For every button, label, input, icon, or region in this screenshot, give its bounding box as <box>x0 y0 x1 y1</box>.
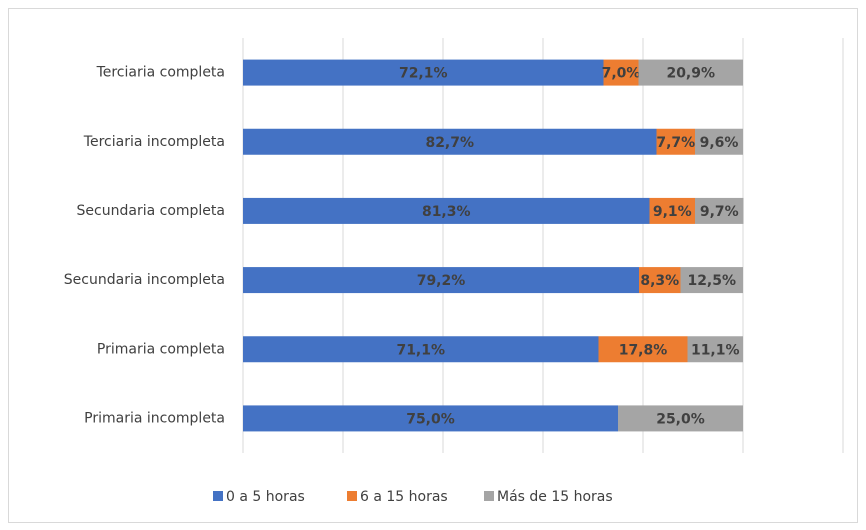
y-tick-label: Terciaria incompleta <box>83 134 225 150</box>
bar-segment <box>695 197 744 224</box>
legend-swatch <box>484 491 494 501</box>
legend-label: 6 a 15 horas <box>360 489 448 505</box>
legend-swatch <box>347 491 357 501</box>
data-label: 71,1% <box>396 342 445 358</box>
data-label: 7,7% <box>656 135 695 151</box>
data-label: 79,2% <box>417 273 466 289</box>
bar-segment <box>687 336 743 363</box>
data-label: 17,8% <box>619 342 668 358</box>
data-label: 12,5% <box>687 273 736 289</box>
bar-segment <box>603 59 639 86</box>
data-label: 11,1% <box>691 342 740 358</box>
data-label: 9,1% <box>653 204 692 220</box>
bar-segment <box>243 336 599 363</box>
chart-border <box>8 8 858 523</box>
y-tick-label: Primaria completa <box>97 341 225 357</box>
bar-segment <box>243 267 639 294</box>
bar-segment <box>656 128 695 155</box>
bar-segment <box>649 197 695 224</box>
bar-segment <box>243 405 618 432</box>
bar-segment <box>243 197 650 224</box>
legend-swatch <box>213 491 223 501</box>
bar-segment <box>695 128 743 155</box>
y-tick-label: Terciaria completa <box>96 65 225 81</box>
data-label: 9,7% <box>700 204 739 220</box>
y-tick-label: Secundaria completa <box>77 203 225 219</box>
data-label: 82,7% <box>425 135 474 151</box>
bar-segment <box>243 59 604 86</box>
bar-segment <box>243 128 657 155</box>
legend-label: 0 a 5 horas <box>226 489 305 505</box>
y-tick-label: Secundaria incompleta <box>64 272 225 288</box>
bar-segment <box>639 267 681 294</box>
bar-segment <box>618 405 743 432</box>
bar-segment <box>680 267 743 294</box>
bar-segment <box>598 336 688 363</box>
data-label: 9,6% <box>700 135 739 151</box>
data-label: 7,0% <box>602 66 641 82</box>
bar-segment <box>638 59 743 86</box>
data-label: 81,3% <box>422 204 471 220</box>
y-tick-label: Primaria incompleta <box>84 410 225 426</box>
legend-label: Más de 15 horas <box>497 489 613 505</box>
data-label: 20,9% <box>666 66 715 82</box>
data-label: 75,0% <box>406 411 455 427</box>
data-label: 25,0% <box>656 411 705 427</box>
data-label: 72,1% <box>399 66 448 82</box>
data-label: 8,3% <box>640 273 679 289</box>
